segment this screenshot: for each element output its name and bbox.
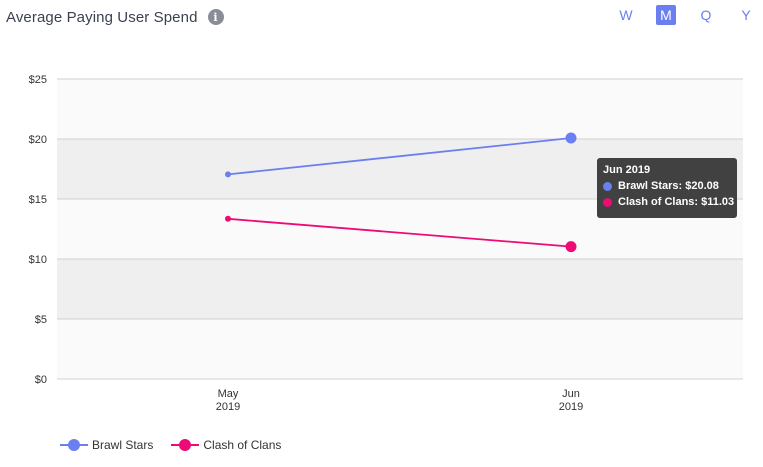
data-point [225,171,231,178]
series-line [227,137,572,176]
y-tick-label: $5 [35,314,47,326]
widget-header: Average Paying User Spend i [6,6,224,28]
y-tick-label: $15 [29,194,47,206]
info-icon[interactable]: i [207,9,224,25]
x-tick-label: Jun [562,388,580,400]
tooltip-title: Jun 2019 [603,164,651,176]
y-tick-label: $0 [35,374,47,386]
legend-swatch-clash-of-clans [171,438,200,452]
data-point [565,132,577,144]
legend-item-brawl-stars[interactable]: Brawl Stars [60,438,153,452]
data-point [225,215,231,222]
chart-tooltip: Jun 2019 Brawl Stars: $20.08 Clash of Cl… [597,158,737,218]
chart-title: Average Paying User Spend [6,8,198,26]
period-month-button[interactable]: M [656,5,676,25]
period-selector: W M Q Y [596,5,763,25]
series-line [227,217,572,248]
tooltip-row-brawl-stars: Brawl Stars: $20.08 [603,180,731,192]
chart-legend: Brawl Stars Clash of Clans [60,438,299,452]
period-quarter-button[interactable]: Q [700,7,712,23]
y-tick-label: $10 [29,254,47,266]
tooltip-row-clash-of-clans: Clash of Clans: $11.03 [603,196,735,208]
y-tick-label: $25 [29,74,47,86]
tooltip-label-brawl-stars: Brawl Stars: $20.08 [618,180,719,192]
period-year-button[interactable]: Y [741,7,751,23]
tooltip-dot-clash-of-clans [603,197,612,207]
x-tick-label: 2019 [216,401,240,413]
tooltip-label-clash-of-clans: Clash of Clans: $11.03 [618,196,735,208]
x-tick-label: 2019 [559,401,583,413]
y-tick-label: $20 [29,134,47,146]
legend-item-clash-of-clans[interactable]: Clash of Clans [171,438,281,452]
legend-label-brawl-stars: Brawl Stars [92,438,154,452]
tooltip-dot-brawl-stars [603,181,612,191]
data-point [565,241,577,253]
x-tick-label: May [218,388,239,400]
legend-label-clash-of-clans: Clash of Clans [203,438,282,452]
plot-band [57,259,743,319]
period-week-button[interactable]: W [619,7,633,23]
plot-band [57,319,743,379]
plot-band [57,79,743,139]
legend-swatch-brawl-stars [60,438,88,452]
